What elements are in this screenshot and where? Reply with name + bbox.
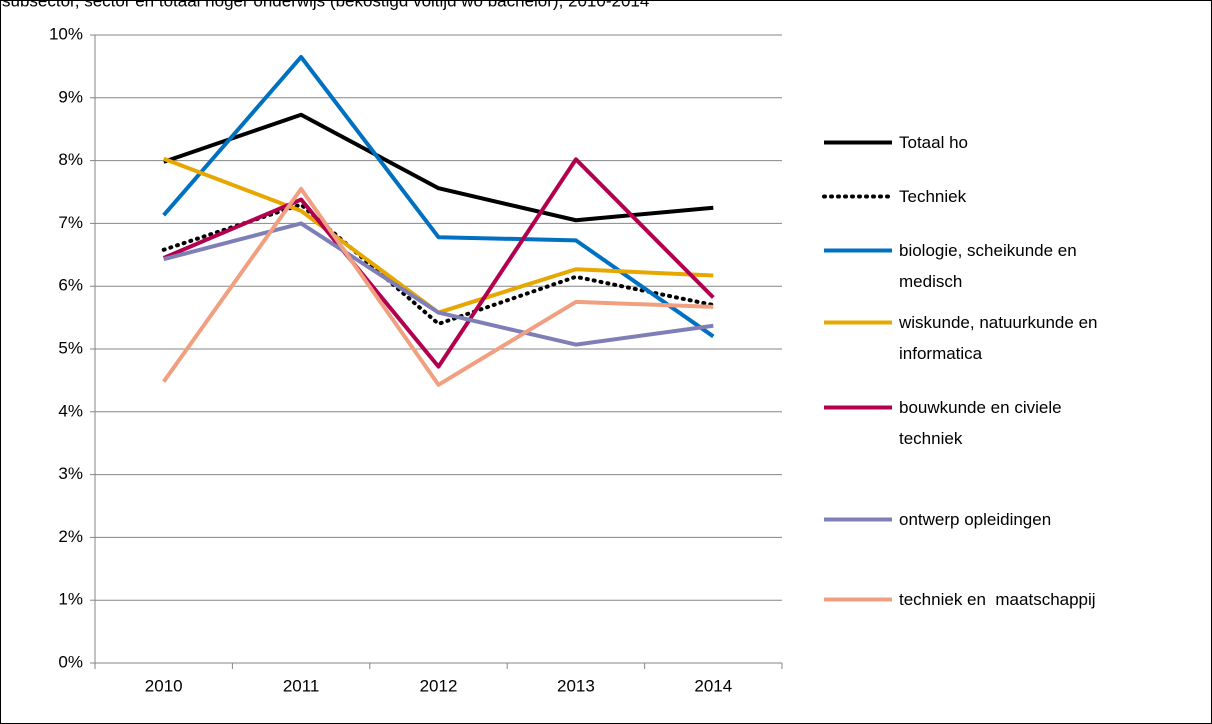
legend-entry: wiskunde, natuurkunde en informatica [822, 307, 1129, 369]
y-tick-label: 0% [58, 652, 83, 671]
y-tick-label: 9% [58, 87, 83, 106]
legend-swatch [824, 248, 892, 253]
chart-title: subsector, sector en totaal hoger onderw… [2, 0, 649, 10]
y-tick-label: 8% [58, 150, 83, 169]
series-line [162, 54, 715, 339]
legend-entry: techniek en maatschappij [822, 584, 1129, 615]
legend-swatch [824, 405, 892, 410]
series-line [163, 112, 714, 223]
legend-swatch [824, 517, 892, 522]
x-tick-label: 2011 [283, 676, 320, 695]
y-tick-label: 3% [58, 464, 83, 483]
series-line [163, 221, 714, 347]
y-tick-label: 2% [58, 527, 83, 546]
y-tick-label: 1% [58, 590, 83, 609]
series-line [162, 186, 714, 387]
x-tick-label: 2010 [145, 676, 183, 695]
legend-swatch [824, 140, 892, 145]
legend-entry: Totaal ho [822, 127, 1129, 158]
legend-label: Techniek [899, 187, 967, 206]
y-tick-label: 7% [58, 213, 83, 232]
legend-label: wiskunde, natuurkunde en informatica [899, 313, 1103, 363]
legend-entry: biologie, scheikunde en medisch [822, 235, 1129, 297]
legend-entry: bouwkunde en civiele techniek [822, 392, 1129, 454]
legend-label: Totaal ho [899, 133, 968, 152]
legend-label: techniek en maatschappij [899, 590, 1096, 609]
y-tick-label: 5% [58, 338, 83, 357]
legend-label: bouwkunde en civiele techniek [899, 398, 1067, 448]
legend-swatch [824, 597, 892, 602]
y-tick-label: 4% [58, 401, 83, 420]
x-tick-label: 2012 [420, 676, 458, 695]
x-tick-label: 2013 [557, 676, 595, 695]
legend-swatch [824, 320, 892, 325]
y-tick-label: 10% [49, 24, 83, 43]
legend-entry: ontwerp opleidingen [822, 504, 1129, 535]
y-tick-label: 6% [58, 276, 83, 295]
legend-entry: Techniek [822, 181, 1129, 212]
x-tick-label: 2014 [694, 676, 732, 695]
legend-label: ontwerp opleidingen [899, 510, 1052, 529]
series-line [162, 157, 715, 369]
legend-swatch [822, 194, 894, 199]
legend-label: biologie, scheikunde en medisch [899, 241, 1082, 291]
